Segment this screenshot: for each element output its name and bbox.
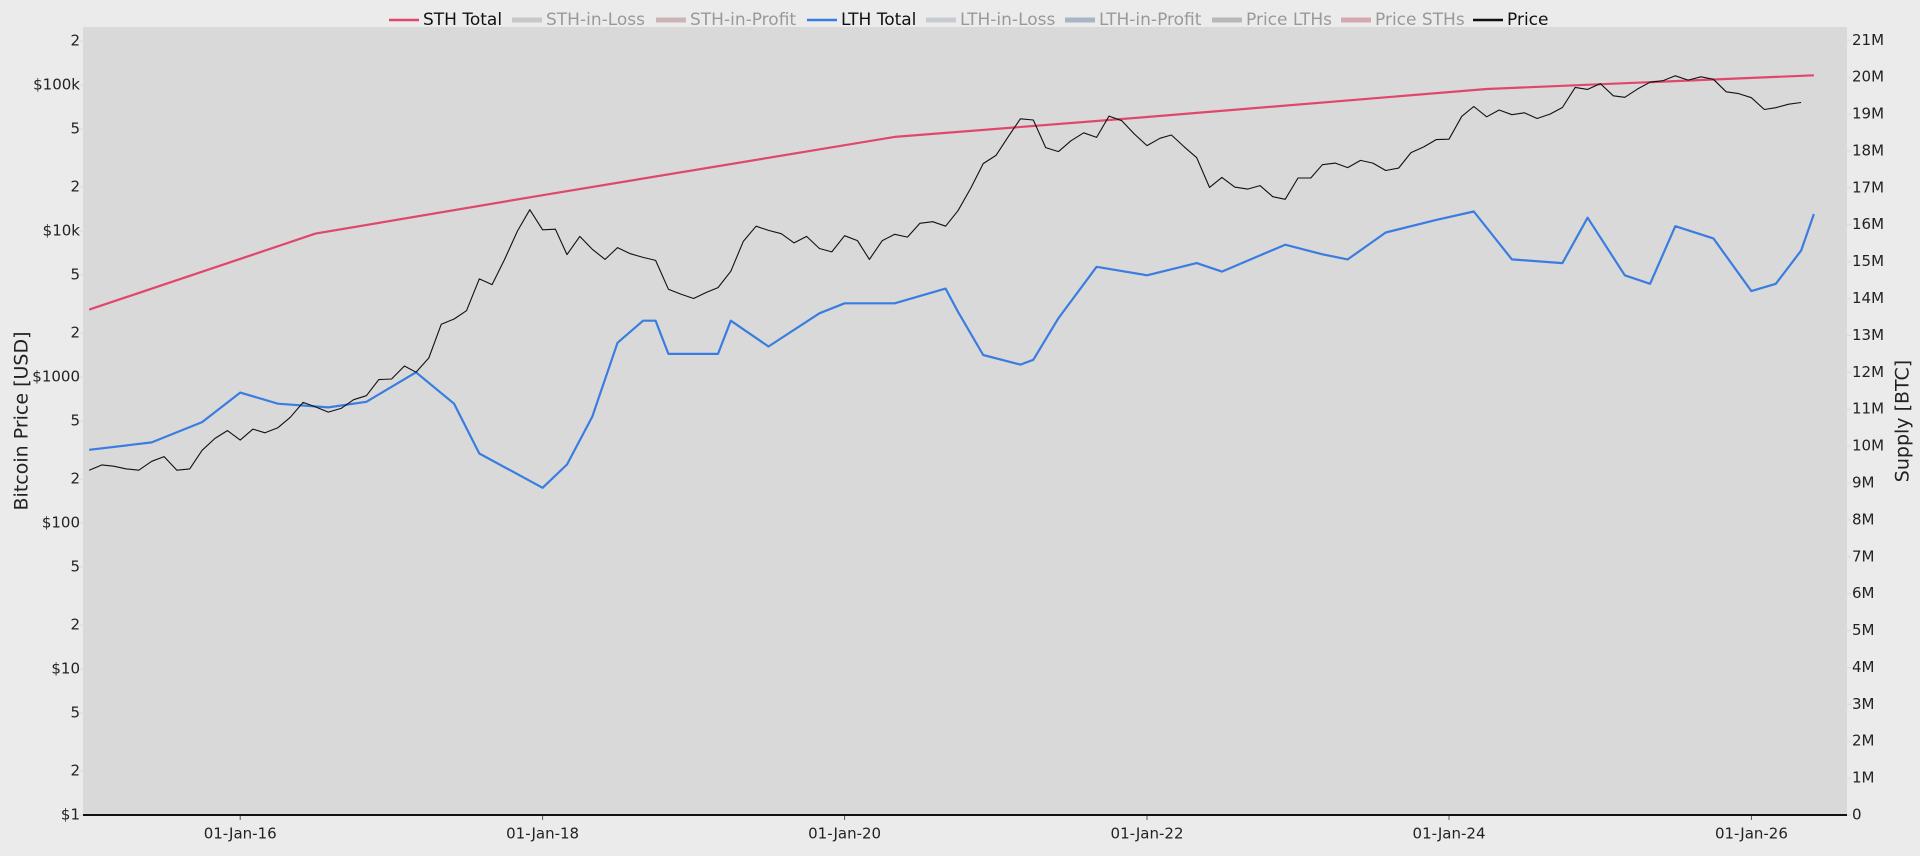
y-tick-label: 5: [70, 266, 80, 284]
x-tick-label: 01-Jan-22: [1111, 825, 1184, 843]
x-tick-label: 01-Jan-18: [506, 825, 579, 843]
legend-label: STH Total: [423, 10, 502, 30]
legend-label: LTH-in-Loss: [960, 10, 1055, 30]
legend-label: STH-in-Profit: [690, 10, 796, 30]
y2-tick-label: 20M: [1852, 68, 1884, 86]
y-tick-label: 2: [70, 32, 80, 50]
legend-label: Price LTHs: [1246, 10, 1332, 30]
y-tick-label: 5: [70, 412, 80, 430]
x-tick-label: 01-Jan-16: [204, 825, 277, 843]
y2-tick-label: 0: [1852, 806, 1862, 824]
y-tick-label: $100: [42, 514, 80, 532]
y2-tick-label: 18M: [1852, 141, 1884, 159]
y2-tick-label: 11M: [1852, 400, 1884, 418]
x-tick-label: 01-Jan-26: [1715, 825, 1788, 843]
y-tick-label: $100k: [33, 76, 80, 94]
y2-tick-label: 4M: [1852, 658, 1875, 676]
y-tick-label: 2: [70, 470, 80, 488]
y2-tick-label: 6M: [1852, 584, 1875, 602]
y2-tick-label: 8M: [1852, 510, 1875, 528]
y-tick-label: 5: [70, 703, 80, 721]
y2-tick-label: 3M: [1852, 695, 1875, 713]
legend-label: LTH-in-Profit: [1099, 10, 1202, 30]
x-tick-label: 01-Jan-24: [1413, 825, 1486, 843]
y2-tick-label: 10M: [1852, 437, 1884, 455]
legend-label: Price STHs: [1375, 10, 1465, 30]
x-tick-label: 01-Jan-20: [808, 825, 881, 843]
y2-tick-label: 14M: [1852, 289, 1884, 307]
series-line: [88, 74, 1814, 311]
y2-tick-label: 2M: [1852, 732, 1875, 750]
plot-area: [83, 27, 1847, 815]
y-tick-label: 5: [70, 120, 80, 138]
y2-tick-label: 9M: [1852, 473, 1875, 491]
y-tick-label: 2: [70, 762, 80, 780]
y-tick-label: 2: [70, 178, 80, 196]
y2-tick-label: 7M: [1852, 547, 1875, 565]
legend-label: STH-in-Loss: [546, 10, 645, 30]
y2-tick-label: 12M: [1852, 363, 1884, 381]
y-tick-label: $10k: [43, 222, 81, 240]
series-line: [89, 210, 1815, 489]
y-tick-label: 2: [70, 616, 80, 634]
y-tick-label: 2: [70, 324, 80, 342]
legend-label: LTH Total: [841, 10, 916, 30]
legend-label: Price: [1507, 10, 1548, 30]
y-axis-title: Bitcoin Price [USD]: [11, 331, 33, 510]
y2-tick-label: 13M: [1852, 326, 1884, 344]
y2-axis-title: Supply [BTC]: [1892, 360, 1914, 482]
y2-tick-label: 16M: [1852, 215, 1884, 233]
y2-tick-label: 19M: [1852, 105, 1884, 123]
y-tick-label: 5: [70, 557, 80, 575]
y-tick-label: $10: [51, 660, 80, 678]
y2-tick-label: 1M: [1852, 769, 1875, 787]
y2-tick-label: 15M: [1852, 252, 1884, 270]
y-tick-label: $1000: [32, 368, 80, 386]
series-line: [88, 75, 1802, 471]
y2-tick-label: 5M: [1852, 621, 1875, 639]
y-tick-label: $1: [61, 806, 80, 824]
y2-tick-label: 21M: [1852, 31, 1884, 49]
y2-tick-label: 17M: [1852, 178, 1884, 196]
